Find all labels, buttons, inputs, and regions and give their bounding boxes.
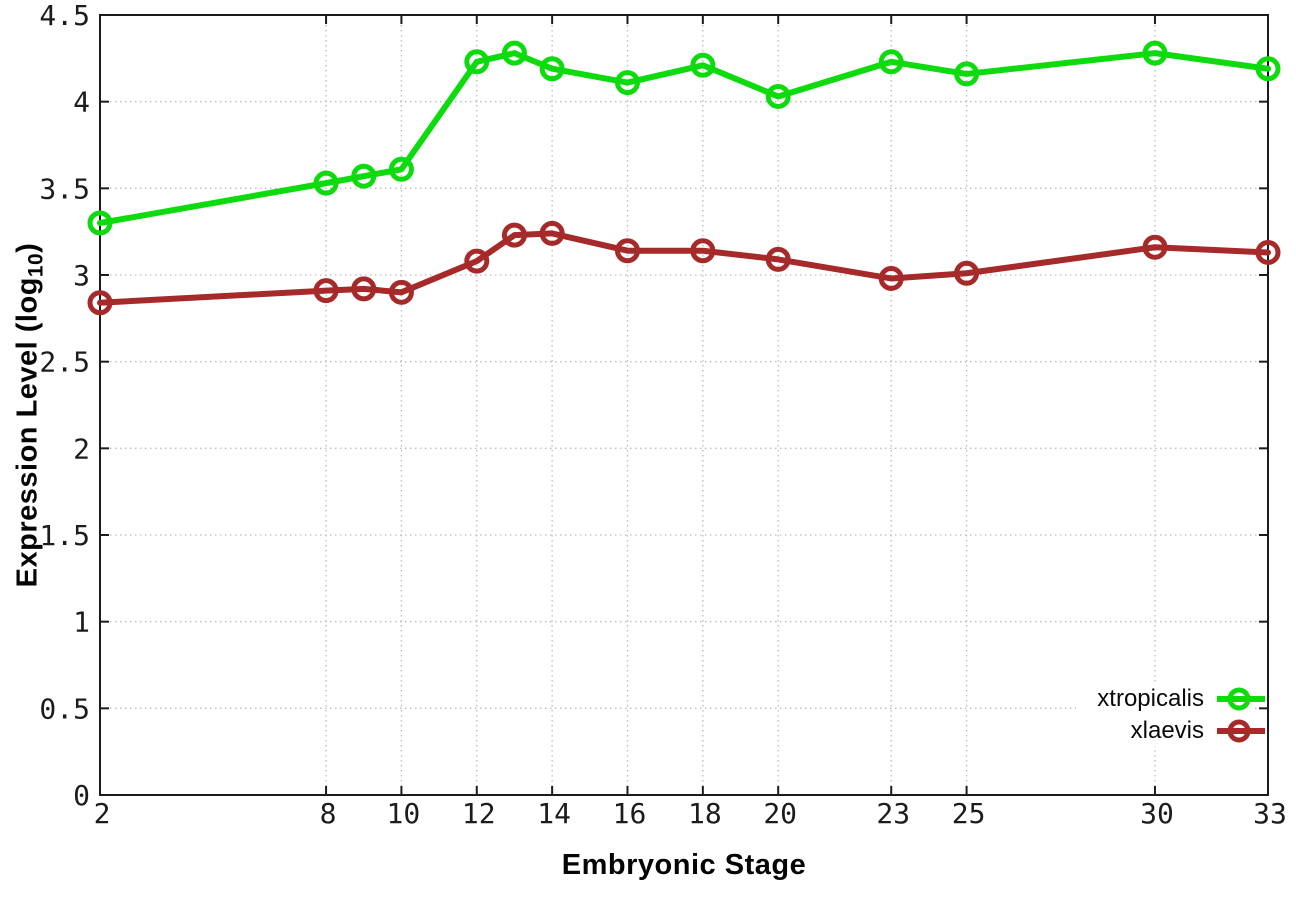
x-tick-label: 20 <box>763 797 797 830</box>
data-point-xtropicalis-stage-8 <box>313 170 339 196</box>
series-line-xtropicalis <box>97 50 1271 226</box>
series-line-xlaevis <box>97 230 1271 306</box>
data-point-xlaevis-stage-13 <box>501 222 527 248</box>
x-tick-label: 2 <box>94 797 111 830</box>
x-tick-label: 33 <box>1253 797 1287 830</box>
data-point-xlaevis-stage-10 <box>388 279 414 305</box>
data-point-xlaevis-stage-33 <box>1255 239 1281 265</box>
data-point-xlaevis-stage-16 <box>614 238 640 264</box>
legend-backing <box>1076 682 1254 746</box>
data-point-xlaevis-stage-25 <box>954 260 980 286</box>
x-tick-label: 10 <box>387 797 421 830</box>
y-axis-title-suffix: ) <box>11 242 44 253</box>
data-point-xtropicalis-stage-13 <box>501 40 527 66</box>
x-tick-label: 23 <box>876 797 910 830</box>
data-point-xtropicalis-stage-20 <box>765 83 791 109</box>
data-point-xlaevis-stage-30 <box>1142 234 1168 260</box>
y-tick-label: 0.5 <box>39 692 90 725</box>
x-tick-label: 8 <box>320 797 337 830</box>
plot-border <box>99 14 1269 796</box>
data-point-xtropicalis-stage-33 <box>1255 56 1281 82</box>
legend-item-xtropicalis: xtropicalis <box>1097 684 1266 714</box>
data-point-xlaevis-stage-8 <box>313 278 339 304</box>
y-tick-label: 2.5 <box>39 346 90 379</box>
y-tick-label: 1 <box>73 606 90 639</box>
data-point-xtropicalis-stage-16 <box>614 70 640 96</box>
y-tick-label: 4 <box>73 86 90 119</box>
y-tick-label: 2 <box>73 432 90 465</box>
y-axis-title-text: Expression Level (log <box>11 277 44 588</box>
y-tick-label: 0 <box>73 779 90 812</box>
x-tick-label: 12 <box>462 797 496 830</box>
x-tick-label: 16 <box>613 797 647 830</box>
y-tick-label: 4.5 <box>39 0 90 32</box>
line-marker-sample-icon <box>1217 719 1265 743</box>
x-tick-label: 30 <box>1140 797 1174 830</box>
y-tick-label: 3.5 <box>39 172 90 205</box>
data-point-xtropicalis-stage-30 <box>1142 40 1168 66</box>
x-tick-label: 18 <box>688 797 722 830</box>
data-point-xtropicalis-stage-2 <box>87 210 113 236</box>
data-point-xlaevis-stage-2 <box>87 290 113 316</box>
data-point-xlaevis-stage-14 <box>539 220 565 246</box>
y-tick-label: 1.5 <box>39 519 90 552</box>
data-point-xlaevis-stage-12 <box>464 248 490 274</box>
legend-label-xtropicalis: xtropicalis <box>1097 685 1204 712</box>
x-axis-title: Embryonic Stage <box>561 849 807 881</box>
data-point-xlaevis-stage-23 <box>878 265 904 291</box>
line-marker-sample-icon <box>1217 687 1265 711</box>
legend-item-xlaevis: xlaevis <box>1131 716 1266 746</box>
data-point-xtropicalis-stage-25 <box>954 61 980 87</box>
data-point-xlaevis-stage-20 <box>765 246 791 272</box>
data-point-xtropicalis-stage-18 <box>690 52 716 78</box>
data-point-xlaevis-stage-18 <box>690 238 716 264</box>
data-point-xtropicalis-stage-23 <box>878 49 904 75</box>
y-axis-title: Expression Level (log10) <box>12 243 49 588</box>
legend-label-xlaevis: xlaevis <box>1130 717 1204 744</box>
legend: xtropicalis xlaevis <box>1097 684 1266 746</box>
y-axis-title-subscript: 10 <box>24 252 48 278</box>
data-point-xtropicalis-stage-12 <box>464 49 490 75</box>
x-tick-label: 25 <box>952 797 986 830</box>
data-point-xtropicalis-stage-9 <box>351 163 377 189</box>
data-point-xtropicalis-stage-10 <box>388 156 414 182</box>
data-point-xlaevis-stage-9 <box>351 276 377 302</box>
y-tick-label: 3 <box>73 259 90 292</box>
x-tick-label: 14 <box>537 797 571 830</box>
data-point-xtropicalis-stage-14 <box>539 56 565 82</box>
